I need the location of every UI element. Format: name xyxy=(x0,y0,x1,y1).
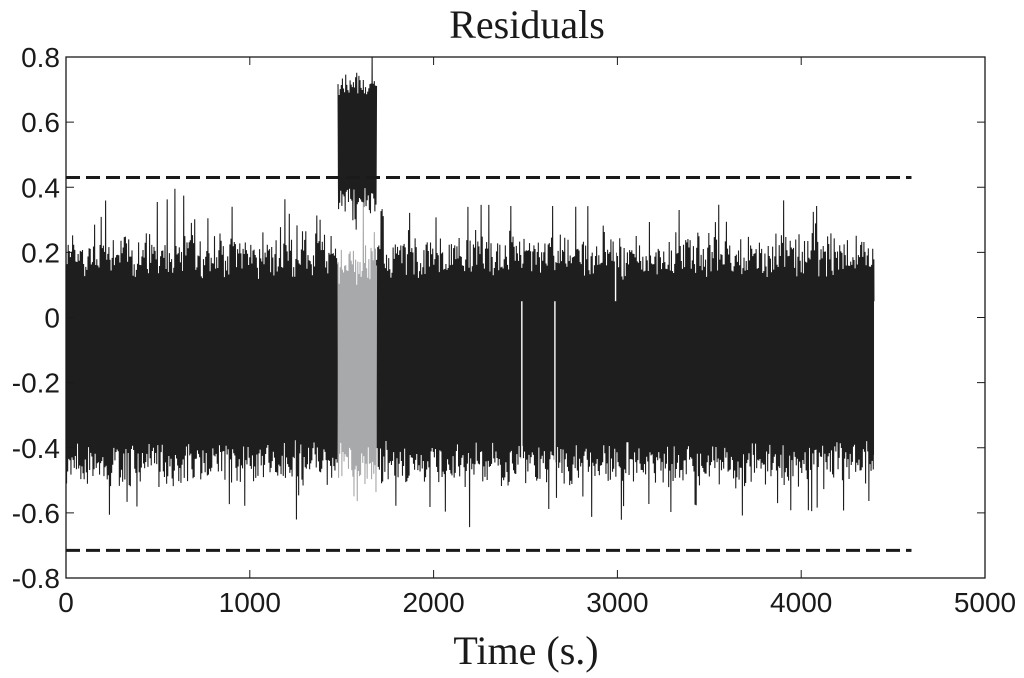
x-tick-label: 3000 xyxy=(586,587,648,618)
highlight-segment xyxy=(337,202,378,502)
y-tick-label: 0.8 xyxy=(21,42,60,73)
y-tick-label: -0.2 xyxy=(12,368,60,399)
axes xyxy=(65,56,986,579)
y-tick-label: -0.6 xyxy=(12,498,60,529)
threshold-lines xyxy=(66,175,912,552)
signal-segment xyxy=(376,200,875,528)
y-tick-label: 0.4 xyxy=(21,172,60,203)
x-tick-label: 0 xyxy=(58,587,74,618)
highlight-series xyxy=(337,202,378,502)
y-tick-label: 0.6 xyxy=(21,107,60,138)
plot-area xyxy=(66,57,876,528)
signal-segment xyxy=(66,188,339,520)
signal-segment xyxy=(337,57,378,230)
chart-title: Residuals xyxy=(449,2,605,47)
y-tick-label: 0.2 xyxy=(21,237,60,268)
x-tick-label: 2000 xyxy=(402,587,464,618)
y-tick-label: -0.4 xyxy=(12,433,60,464)
y-tick-label: 0 xyxy=(44,303,60,334)
x-axis-label: Time (s.) xyxy=(453,628,598,673)
x-tick-label: 1000 xyxy=(219,587,281,618)
tick-labels: 0 1000 2000 3000 4000 5000 0.8 0.6 0.4 0.2 0 -0.2 -0… xyxy=(12,42,1016,618)
x-tick-label: 5000 xyxy=(954,587,1016,618)
y-tick-label: -0.8 xyxy=(12,563,60,594)
signal-series xyxy=(66,57,876,528)
x-tick-label: 4000 xyxy=(770,587,832,618)
